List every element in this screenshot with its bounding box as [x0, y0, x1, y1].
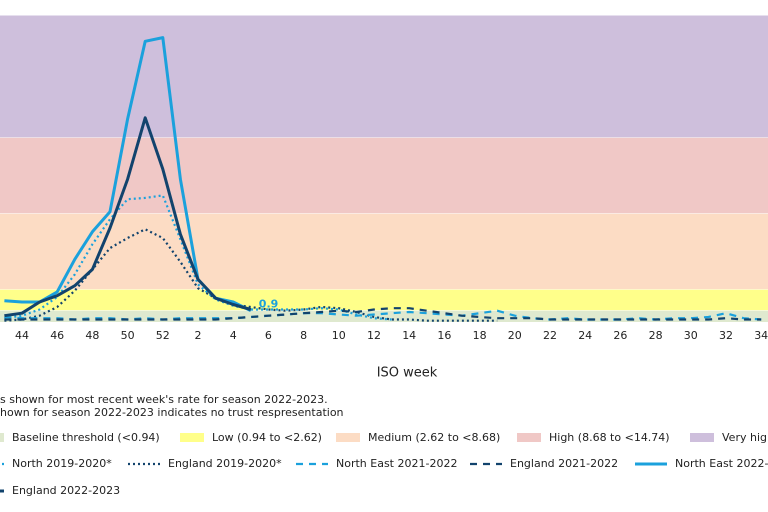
- x-tick-label: 34: [754, 329, 768, 342]
- legend-swatch: [690, 433, 714, 442]
- x-tick-label: 6: [265, 329, 272, 342]
- legend-swatch: [517, 433, 541, 442]
- value-label: 0.9: [259, 298, 279, 311]
- x-tick-label: 28: [649, 329, 663, 342]
- legend-swatch: [336, 433, 360, 442]
- x-axis-title: ISO week: [377, 366, 438, 381]
- x-tick-label: 46: [50, 329, 64, 342]
- x-tick-label: 18: [473, 329, 487, 342]
- x-tick-label: 8: [300, 329, 307, 342]
- legend-swatch: [0, 433, 4, 442]
- x-tick-label: 10: [332, 329, 346, 342]
- x-tick-label: 32: [719, 329, 733, 342]
- legend-label: North East 2022-: [675, 457, 768, 470]
- series-line: [4, 116, 252, 318]
- x-tick-label: 4: [230, 329, 237, 342]
- legend-label: Very high: [722, 431, 768, 444]
- threshold-band: [0, 15, 768, 138]
- legend-label: England 2019-2020*: [168, 457, 282, 470]
- legend-label: Baseline threshold (<0.94): [12, 431, 160, 444]
- legend-swatch: [180, 433, 204, 442]
- plot-area: [0, 14, 768, 322]
- x-tick-label: 30: [684, 329, 698, 342]
- x-tick-label: 48: [85, 329, 99, 342]
- x-tick-label: 16: [437, 329, 451, 342]
- x-tick-label: 22: [543, 329, 557, 342]
- legend-label: North 2019-2020*: [12, 457, 112, 470]
- legend-label: England 2021-2022: [510, 457, 618, 470]
- series-line: [4, 194, 392, 321]
- x-tick-label: 50: [121, 329, 135, 342]
- threshold-band: [0, 137, 768, 214]
- legend-label: England 2022-2023: [12, 484, 120, 497]
- legend-label: Low (0.94 to <2.62): [212, 431, 322, 444]
- x-tick-label: 26: [613, 329, 627, 342]
- legend-label: Medium (2.62 to <8.68): [368, 431, 500, 444]
- note: hown for season 2022-2023 indicates no t…: [0, 406, 344, 419]
- note: s shown for most recent week's rate for …: [0, 393, 328, 406]
- x-tick-label: 12: [367, 329, 381, 342]
- threshold-band: [0, 310, 768, 322]
- x-tick-label: 20: [508, 329, 522, 342]
- legend-label: North East 2021-2022: [336, 457, 457, 470]
- x-tick-label: 52: [156, 329, 170, 342]
- threshold-band: [0, 289, 768, 311]
- x-tick-label: 14: [402, 329, 416, 342]
- legend-label: High (8.68 to <14.74): [549, 431, 670, 444]
- series-line: [4, 309, 762, 321]
- x-tick-label: 24: [578, 329, 592, 342]
- x-tick-label: 44: [15, 329, 29, 342]
- series-line: [4, 307, 762, 321]
- x-tick-label: 2: [195, 329, 202, 342]
- threshold-band: [0, 213, 768, 290]
